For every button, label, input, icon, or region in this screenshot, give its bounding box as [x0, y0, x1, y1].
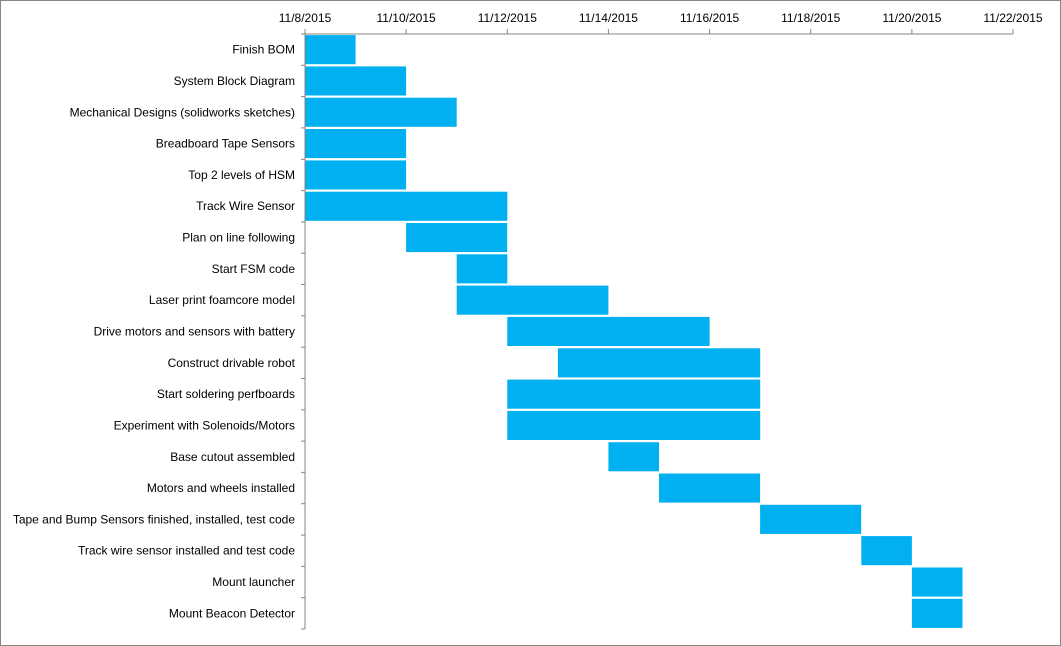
gantt-bar: [507, 410, 761, 440]
x-tick-label: 11/18/2015: [781, 11, 840, 25]
task-label: Finish BOM: [232, 43, 295, 57]
x-tick-label: 11/8/2015: [279, 11, 332, 25]
x-axis: 11/8/2015 11/10/2015 11/12/2015 11/14/2015 1…: [279, 11, 1043, 35]
gantt-bar: [861, 536, 912, 566]
task-label: Drive motors and sensors with battery: [94, 325, 295, 339]
x-tick-label: 11/22/2015: [983, 11, 1042, 25]
gantt-bar: [911, 598, 963, 628]
task-label: Base cutout assembled: [170, 450, 295, 464]
gantt-bar: [305, 35, 356, 65]
task-label: Start FSM code: [212, 262, 296, 276]
gantt-bar: [305, 66, 407, 96]
task-label: Mount launcher: [212, 575, 295, 589]
x-tick-label: 11/14/2015: [579, 11, 638, 25]
task-label: System Block Diagram: [174, 74, 295, 88]
task-label: Experiment with Solenoids/Motors: [114, 418, 295, 432]
task-label: Track Wire Sensor: [196, 199, 295, 213]
gantt-bar: [305, 129, 407, 159]
gantt-bar: [557, 348, 761, 378]
task-label: Construct drivable robot: [168, 356, 296, 370]
gantt-bar: [456, 254, 508, 284]
x-tick-label: 11/16/2015: [680, 11, 739, 25]
gantt-bar: [911, 567, 963, 597]
gantt-bar: [659, 473, 761, 503]
task-label: Mechanical Designs (solidworks sketches): [70, 105, 295, 119]
gantt-bar: [608, 442, 659, 472]
task-label: Breadboard Tape Sensors: [156, 137, 295, 151]
gantt-bar: [305, 191, 508, 221]
x-tick-label: 11/12/2015: [478, 11, 537, 25]
task-label: Start soldering perfboards: [157, 387, 295, 401]
gantt-bar: [305, 97, 457, 127]
x-tick-label: 11/10/2015: [377, 11, 436, 25]
task-label: Mount Beacon Detector: [169, 606, 295, 620]
gantt-bar: [456, 285, 609, 315]
gantt-bar: [507, 379, 761, 409]
gantt-bar: [305, 160, 407, 190]
task-label: Track wire sensor installed and test cod…: [78, 544, 295, 558]
gantt-bar: [507, 316, 710, 346]
gantt-bar: [406, 223, 508, 253]
task-label: Plan on line following: [182, 231, 295, 245]
task-label: Laser print foamcore model: [149, 293, 295, 307]
bar-group: [305, 35, 963, 628]
x-tick-label: 11/20/2015: [882, 11, 941, 25]
task-label: Tape and Bump Sensors finished, installe…: [13, 512, 295, 526]
task-label: Motors and wheels installed: [147, 481, 295, 495]
task-label: Top 2 levels of HSM: [188, 168, 295, 182]
gantt-bar: [760, 504, 862, 534]
y-axis: Finish BOM System Block Diagram Mechanical…: [13, 33, 306, 630]
